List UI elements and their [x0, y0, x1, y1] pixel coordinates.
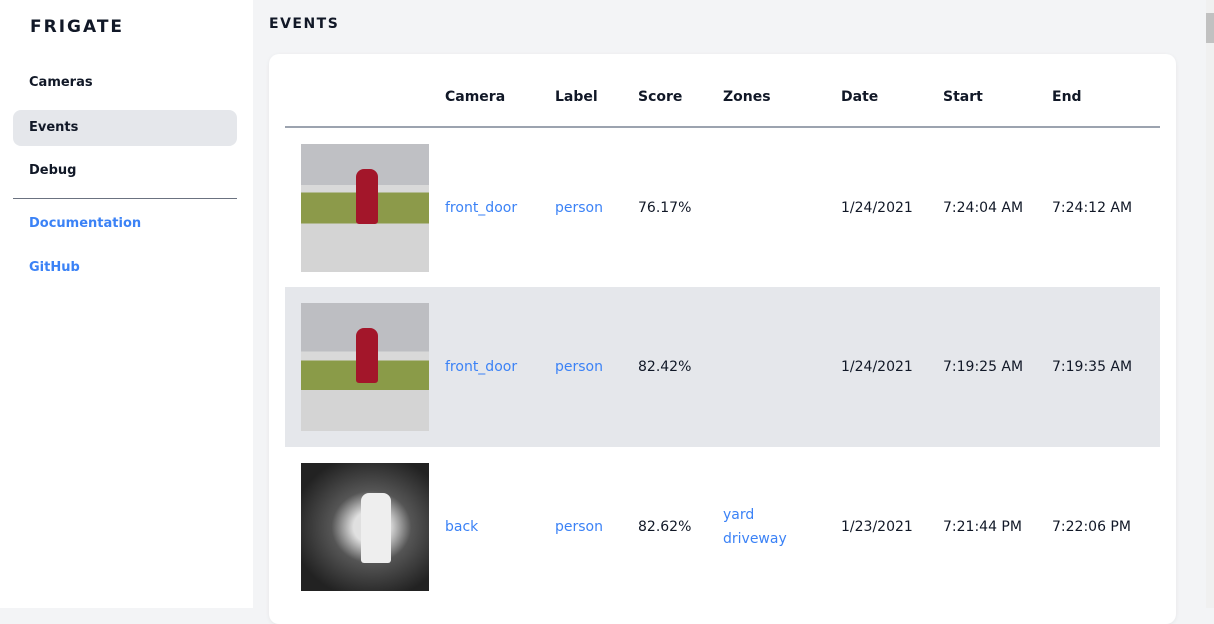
header-start: Start: [943, 54, 1052, 128]
event-thumbnail[interactable]: [301, 303, 429, 431]
header-label: Label: [555, 54, 638, 128]
score: 82.62%: [638, 519, 692, 535]
score: 82.42%: [638, 287, 723, 447]
label-link[interactable]: person: [555, 199, 603, 216]
page-title: EVENTS: [269, 16, 340, 32]
header-date: Date: [841, 54, 943, 128]
table-row[interactable]: front_door person 82.42% 1/24/2021 7:19:…: [285, 287, 1160, 447]
scrollbar-thumb[interactable]: [1206, 13, 1214, 43]
nav-cameras[interactable]: Cameras: [29, 75, 93, 90]
label-link[interactable]: person: [555, 359, 603, 375]
table-header: Camera Label Score Zones Date Start End: [285, 54, 1160, 128]
date: 1/24/2021: [841, 287, 943, 447]
start-time: 7:24:04 AM: [943, 199, 1024, 216]
start-time: 7:21:44 PM: [943, 519, 1022, 535]
header-thumbnail: [285, 54, 445, 128]
header-camera: Camera: [445, 54, 555, 128]
sidebar-divider: [13, 198, 237, 199]
header-score: Score: [638, 54, 723, 128]
events-card: Camera Label Score Zones Date Start End …: [269, 54, 1176, 624]
camera-link[interactable]: back: [445, 519, 479, 535]
score: 76.17%: [638, 199, 692, 216]
camera-link[interactable]: front_door: [445, 199, 518, 216]
date: 1/23/2021: [841, 519, 913, 535]
end-time: 7:24:12 AM: [1052, 199, 1133, 216]
zone-link[interactable]: driveway: [723, 531, 787, 547]
nav-debug[interactable]: Debug: [29, 163, 77, 178]
scrollbar[interactable]: [1206, 0, 1214, 608]
sidebar: FRIGATE Cameras Events Debug Documentati…: [0, 0, 253, 608]
end-time: 7:19:35 AM: [1052, 287, 1160, 447]
nav-documentation[interactable]: Documentation: [29, 216, 142, 231]
event-thumbnail[interactable]: [301, 143, 429, 272]
events-table: Camera Label Score Zones Date Start End …: [285, 54, 1160, 607]
table-row[interactable]: back person 82.62% yard driveway 1/23/20…: [285, 447, 1160, 607]
end-time: 7:22:06 PM: [1052, 519, 1131, 535]
nav-events[interactable]: Events: [13, 110, 237, 146]
nav-github[interactable]: GitHub: [29, 260, 80, 275]
start-time: 7:19:25 AM: [943, 287, 1052, 447]
zones: [723, 287, 841, 447]
brand-logo[interactable]: FRIGATE: [30, 17, 125, 37]
label-link[interactable]: person: [555, 519, 603, 535]
event-thumbnail[interactable]: [301, 463, 429, 591]
zones: [723, 127, 841, 287]
header-end: End: [1052, 54, 1160, 128]
date: 1/24/2021: [841, 199, 913, 216]
zone-link[interactable]: yard: [723, 507, 755, 523]
header-zones: Zones: [723, 54, 841, 128]
zones: yard driveway: [723, 447, 841, 607]
table-row[interactable]: front_door person 76.17% 1/24/2021 7:24:…: [285, 127, 1160, 287]
camera-link[interactable]: front_door: [445, 359, 518, 375]
